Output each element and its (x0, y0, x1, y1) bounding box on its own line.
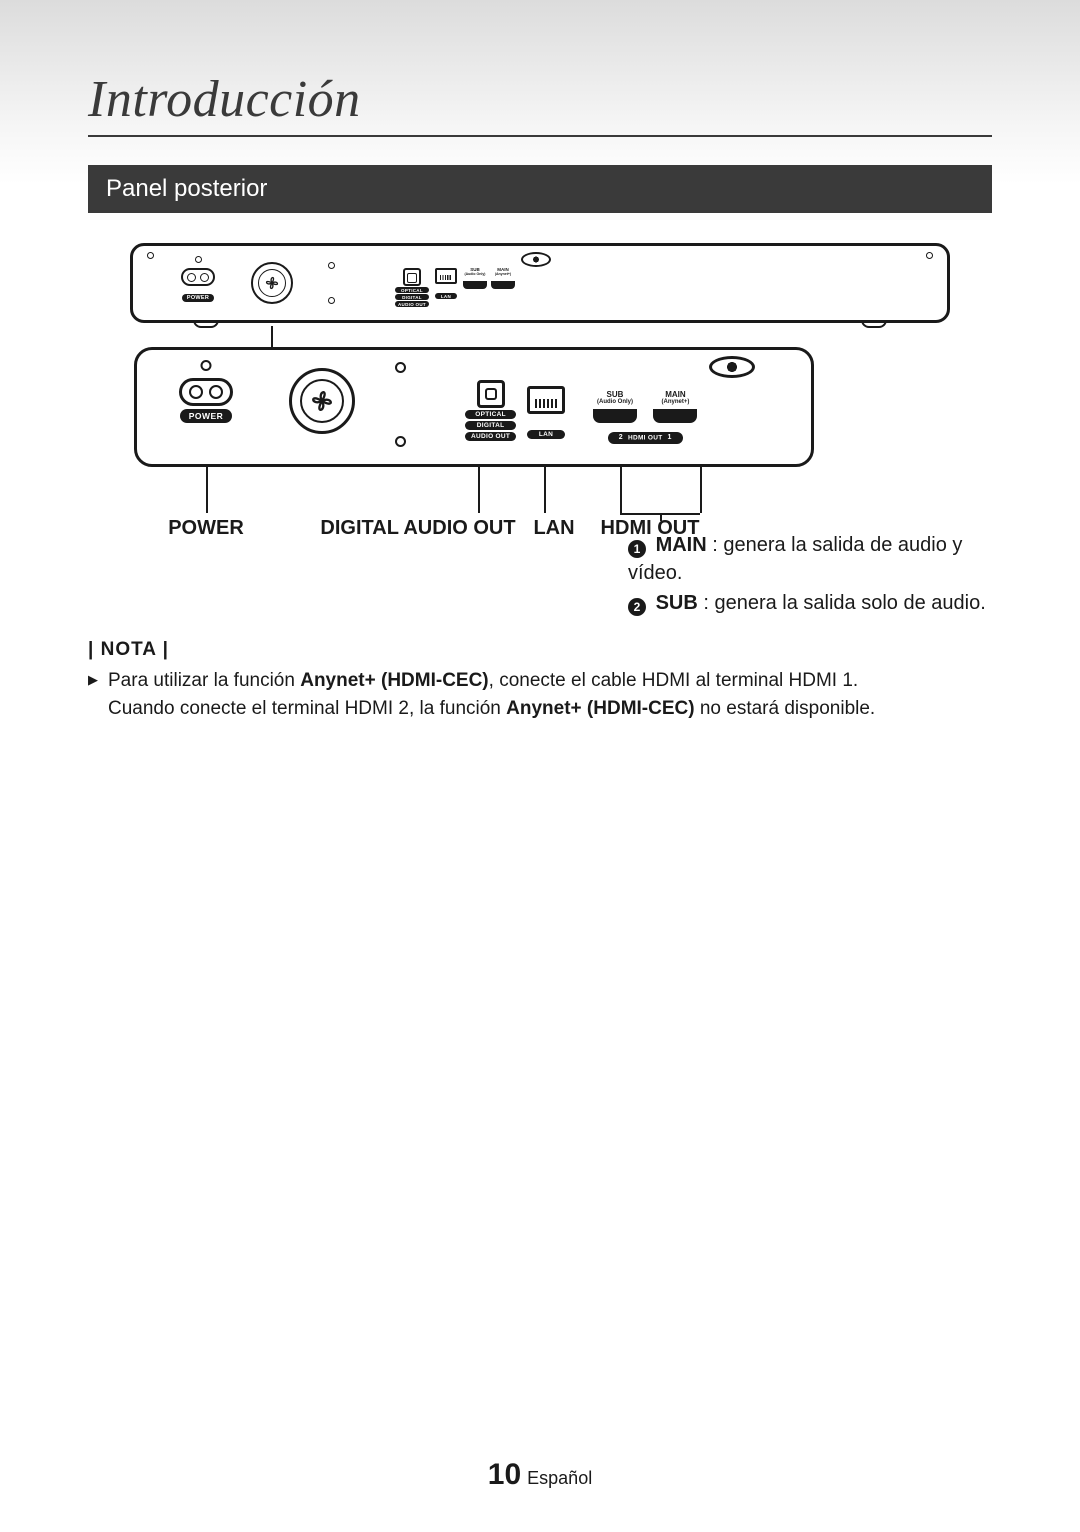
nota-text: Para utilizar la función Anynet+ (HDMI-C… (108, 667, 875, 722)
nota-line1b: Anynet+ (HDMI-CEC) (300, 670, 488, 691)
lan-pill: LAN (435, 293, 457, 299)
hdmi-main-sublabel: (Anynet+) (653, 399, 697, 405)
device-small: POWER OPTICAL DIGITAL AUDIO OUT (130, 243, 950, 323)
page-title: Introducción (88, 70, 992, 137)
section-heading: Panel posterior (88, 165, 992, 213)
disc-icon (709, 356, 755, 378)
power-port-large: POWER (179, 378, 233, 424)
fan-icon (251, 262, 293, 304)
hdmi-num-2: 2 (616, 433, 626, 443)
lan-port-small: LAN (435, 268, 457, 299)
page-footer: 10 Español (0, 1458, 1080, 1492)
hdmi-slot-icon (653, 409, 697, 423)
bullet-2: 2 (628, 598, 646, 616)
power-port-small: POWER (181, 268, 215, 304)
screw-icon (201, 360, 212, 371)
callout-line (544, 467, 546, 513)
optical-port-large: OPTICAL DIGITAL AUDIO OUT (465, 380, 516, 441)
hdmi-sub-label: SUB (593, 391, 637, 399)
hdmi-ports-large: SUB (Audio Only) MAIN (Anynet+) 2 HDMI O… (587, 390, 703, 445)
audioout-pill: AUDIO OUT (465, 432, 516, 441)
screw-icon (328, 297, 335, 304)
screw-icon (328, 262, 335, 269)
optical-pill: OPTICAL (465, 410, 516, 419)
rear-panel-diagram: POWER OPTICAL DIGITAL AUDIO OUT (88, 243, 992, 617)
power-jack-icon (179, 378, 233, 406)
lan-pill: LAN (527, 430, 565, 439)
hdmi-slot-icon (463, 281, 487, 289)
nota-heading: | NOTA | (88, 639, 992, 661)
triangle-bullet-icon: ▶ (88, 671, 98, 722)
callout-hdmi-out: HDMI OUT (601, 517, 700, 540)
zoom-connector-line (271, 326, 273, 350)
digital-pill: DIGITAL (465, 421, 516, 430)
callout-line (620, 467, 622, 513)
hdmi-main-sublabel: (Anynet+) (491, 273, 515, 277)
fan-icon (289, 368, 355, 434)
foot (193, 320, 219, 328)
nota-line2b: Anynet+ (HDMI-CEC) (506, 698, 694, 719)
power-jack-icon (181, 268, 215, 286)
callout-lan: LAN (533, 517, 574, 540)
hdmi-ports-small: SUB (Audio Only) MAIN (Anynet+) (463, 268, 515, 289)
hdmi-description: 1 MAIN : genera la salida de audio y víd… (628, 531, 992, 617)
nota-line1c: , conecte el cable HDMI al terminal HDMI… (489, 670, 859, 691)
callout-power: POWER (168, 517, 244, 540)
callout-lines: POWER DIGITAL AUDIO OUT LAN HDMI OUT (134, 467, 814, 529)
power-pill: POWER (182, 294, 214, 302)
lan-port-large: LAN (527, 386, 565, 439)
screw-icon (926, 252, 933, 259)
power-pill: POWER (180, 409, 233, 423)
hdmi-sub-text: : genera la salida solo de audio. (698, 592, 986, 614)
callout-line (478, 467, 480, 513)
optical-jack-icon (477, 380, 505, 408)
screw-column (328, 256, 335, 310)
hdmi-out-pill: 2 HDMI OUT 1 (608, 432, 683, 444)
audioout-pill: AUDIO OUT (395, 301, 429, 307)
hdmi-main-label: MAIN (653, 391, 697, 399)
optical-pill: OPTICAL (395, 287, 429, 293)
page-number: 10 (488, 1458, 521, 1491)
callout-line (700, 467, 702, 513)
hdmi-slot-icon (593, 409, 637, 423)
hdmi-sub-sublabel: (Audio Only) (593, 399, 637, 405)
nota-line2c: no estará disponible. (695, 698, 876, 719)
screw-icon (195, 256, 202, 263)
foot (861, 320, 887, 328)
callout-line (206, 467, 208, 513)
nota-line1a: Para utilizar la función (108, 670, 300, 691)
disc-icon (521, 252, 551, 267)
nota-line2a: Cuando conecte el terminal HDMI 2, la fu… (108, 698, 506, 719)
hdmi-num-1: 1 (665, 433, 675, 443)
nota-block: | NOTA | ▶ Para utilizar la función Anyn… (88, 639, 992, 722)
hdmi-slot-icon (491, 281, 515, 289)
device-large: POWER OPTICAL DIGITAL AUDIO OUT LAN SU (134, 347, 814, 467)
digital-pill: DIGITAL (395, 294, 429, 300)
screw-icon (147, 252, 154, 259)
hdmi-sub-sublabel: (Audio Only) (463, 273, 487, 277)
bullet-1: 1 (628, 540, 646, 558)
optical-port-small: OPTICAL DIGITAL AUDIO OUT (395, 268, 429, 307)
hdmi-out-label: HDMI OUT (628, 435, 663, 442)
screw-icon (395, 362, 406, 373)
screw-icon (395, 436, 406, 447)
footer-lang: Español (527, 1468, 592, 1488)
callout-digital-audio-out: DIGITAL AUDIO OUT (320, 517, 515, 540)
hdmi-sub-bold: SUB (656, 592, 698, 614)
rj45-icon (527, 386, 565, 414)
